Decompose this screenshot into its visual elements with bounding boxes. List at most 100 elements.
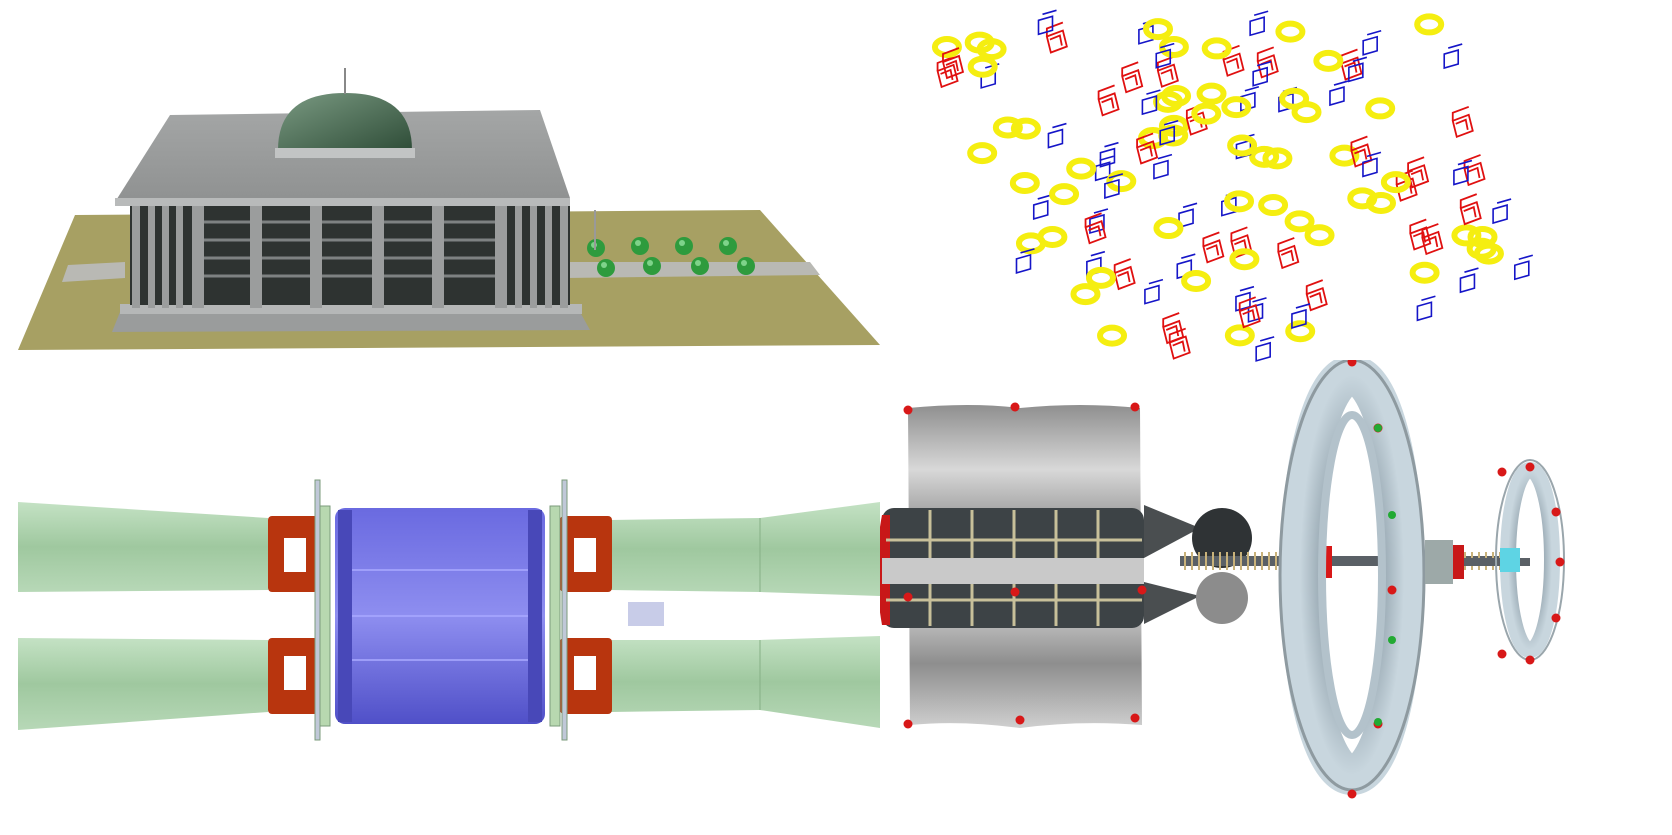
wire-part <box>1262 147 1293 170</box>
building-base <box>112 312 590 332</box>
wire-part <box>1113 258 1136 291</box>
wire-part <box>1414 13 1445 36</box>
wire-part <box>1099 141 1119 168</box>
module-band <box>882 558 1144 584</box>
wire-part <box>1229 248 1260 271</box>
wire-part <box>1155 42 1175 69</box>
wire-part <box>992 116 1023 139</box>
building-svg <box>18 68 880 350</box>
wire-part <box>1255 336 1275 362</box>
wireframe-svg <box>931 9 1534 362</box>
wire-part <box>1047 122 1067 149</box>
building-scene <box>0 0 880 370</box>
wire-part <box>1513 254 1534 281</box>
docking-collar <box>1450 545 1464 579</box>
pipe-upper-left <box>18 502 268 592</box>
docking-node <box>1425 540 1453 584</box>
wire-part <box>1362 30 1382 56</box>
wire-part <box>1407 156 1430 189</box>
wire-part <box>1443 43 1463 70</box>
cyan-core <box>1500 548 1520 572</box>
pipe-upper-right <box>610 502 880 596</box>
wire-part <box>1249 145 1280 168</box>
barrel-end-left <box>338 510 352 722</box>
wire-part <box>1191 102 1222 125</box>
wire-part <box>1159 119 1179 146</box>
truss-segment-right <box>1440 558 1530 566</box>
wire-part <box>1459 267 1479 294</box>
beampipe-scene <box>0 420 880 835</box>
wire-part <box>1144 278 1164 305</box>
wire-part <box>1181 269 1212 292</box>
nose-cone-lower <box>1144 582 1200 624</box>
facade-columns <box>132 200 568 308</box>
path-left <box>62 262 125 282</box>
wire-part <box>1365 97 1396 120</box>
wire-part <box>1291 303 1311 329</box>
nose-cone-upper <box>1144 505 1200 558</box>
wire-part <box>1247 297 1267 323</box>
wire-part <box>941 47 965 80</box>
wire-part <box>1037 225 1068 248</box>
wire-part <box>976 38 1007 61</box>
barrel-lines <box>340 569 540 661</box>
red-markers <box>903 360 1565 799</box>
wire-part <box>1380 171 1411 194</box>
wire-part <box>1010 117 1041 140</box>
wire-part <box>1085 266 1116 289</box>
wire-part <box>967 142 998 165</box>
truss-main <box>1180 556 1510 566</box>
wire-part <box>1277 237 1300 270</box>
wire-part <box>1224 190 1255 213</box>
wire-part <box>1141 89 1161 116</box>
wire-part <box>1347 187 1378 210</box>
building-base-top <box>120 304 582 314</box>
support-rings <box>314 479 568 741</box>
wire-part <box>1032 194 1052 220</box>
wire-part <box>1045 21 1068 54</box>
wire-part <box>1409 218 1432 251</box>
wire-part <box>1221 96 1252 119</box>
wire-part <box>931 35 962 58</box>
wire-part <box>1284 210 1315 233</box>
pipe-lower-left <box>18 638 268 730</box>
wire-part <box>1453 159 1473 186</box>
wire-part <box>1466 237 1497 260</box>
wire-part <box>1252 60 1272 87</box>
wire-part <box>1037 9 1057 36</box>
barrel-end-right <box>528 510 542 722</box>
wire-part <box>1409 261 1440 284</box>
wire-part <box>1249 10 1269 37</box>
wire-part <box>1104 173 1124 199</box>
flange-holes <box>284 538 596 690</box>
wireframe-scene <box>900 0 1672 380</box>
roof-edge <box>115 198 570 206</box>
wire-part <box>1066 157 1097 180</box>
beampipe-svg <box>18 479 880 741</box>
habitat-ring-large <box>1280 360 1424 795</box>
wire-part <box>1202 231 1225 264</box>
wire-part <box>1156 55 1179 88</box>
wire-part <box>1305 279 1328 312</box>
wire-part <box>1097 84 1120 117</box>
green-markers <box>1374 424 1396 726</box>
wire-part <box>1070 283 1101 306</box>
wire-part <box>1459 193 1482 226</box>
wire-part <box>1106 170 1137 193</box>
wire-part <box>1329 80 1349 107</box>
wire-part <box>1196 82 1227 105</box>
wire-part <box>1153 153 1173 180</box>
wire-part <box>1304 224 1335 247</box>
wire-part <box>1258 194 1289 217</box>
wire-part <box>1492 198 1512 225</box>
beam-connector <box>628 602 664 626</box>
dome <box>278 93 412 150</box>
spacecraft-scene <box>880 360 1672 835</box>
wire-part <box>1201 37 1232 60</box>
dome-drum <box>275 148 415 158</box>
wire-part <box>1121 61 1144 94</box>
wire-part <box>1009 172 1040 195</box>
wire-part <box>1451 105 1474 138</box>
wire-part <box>1416 295 1436 322</box>
wire-part <box>1168 327 1191 360</box>
